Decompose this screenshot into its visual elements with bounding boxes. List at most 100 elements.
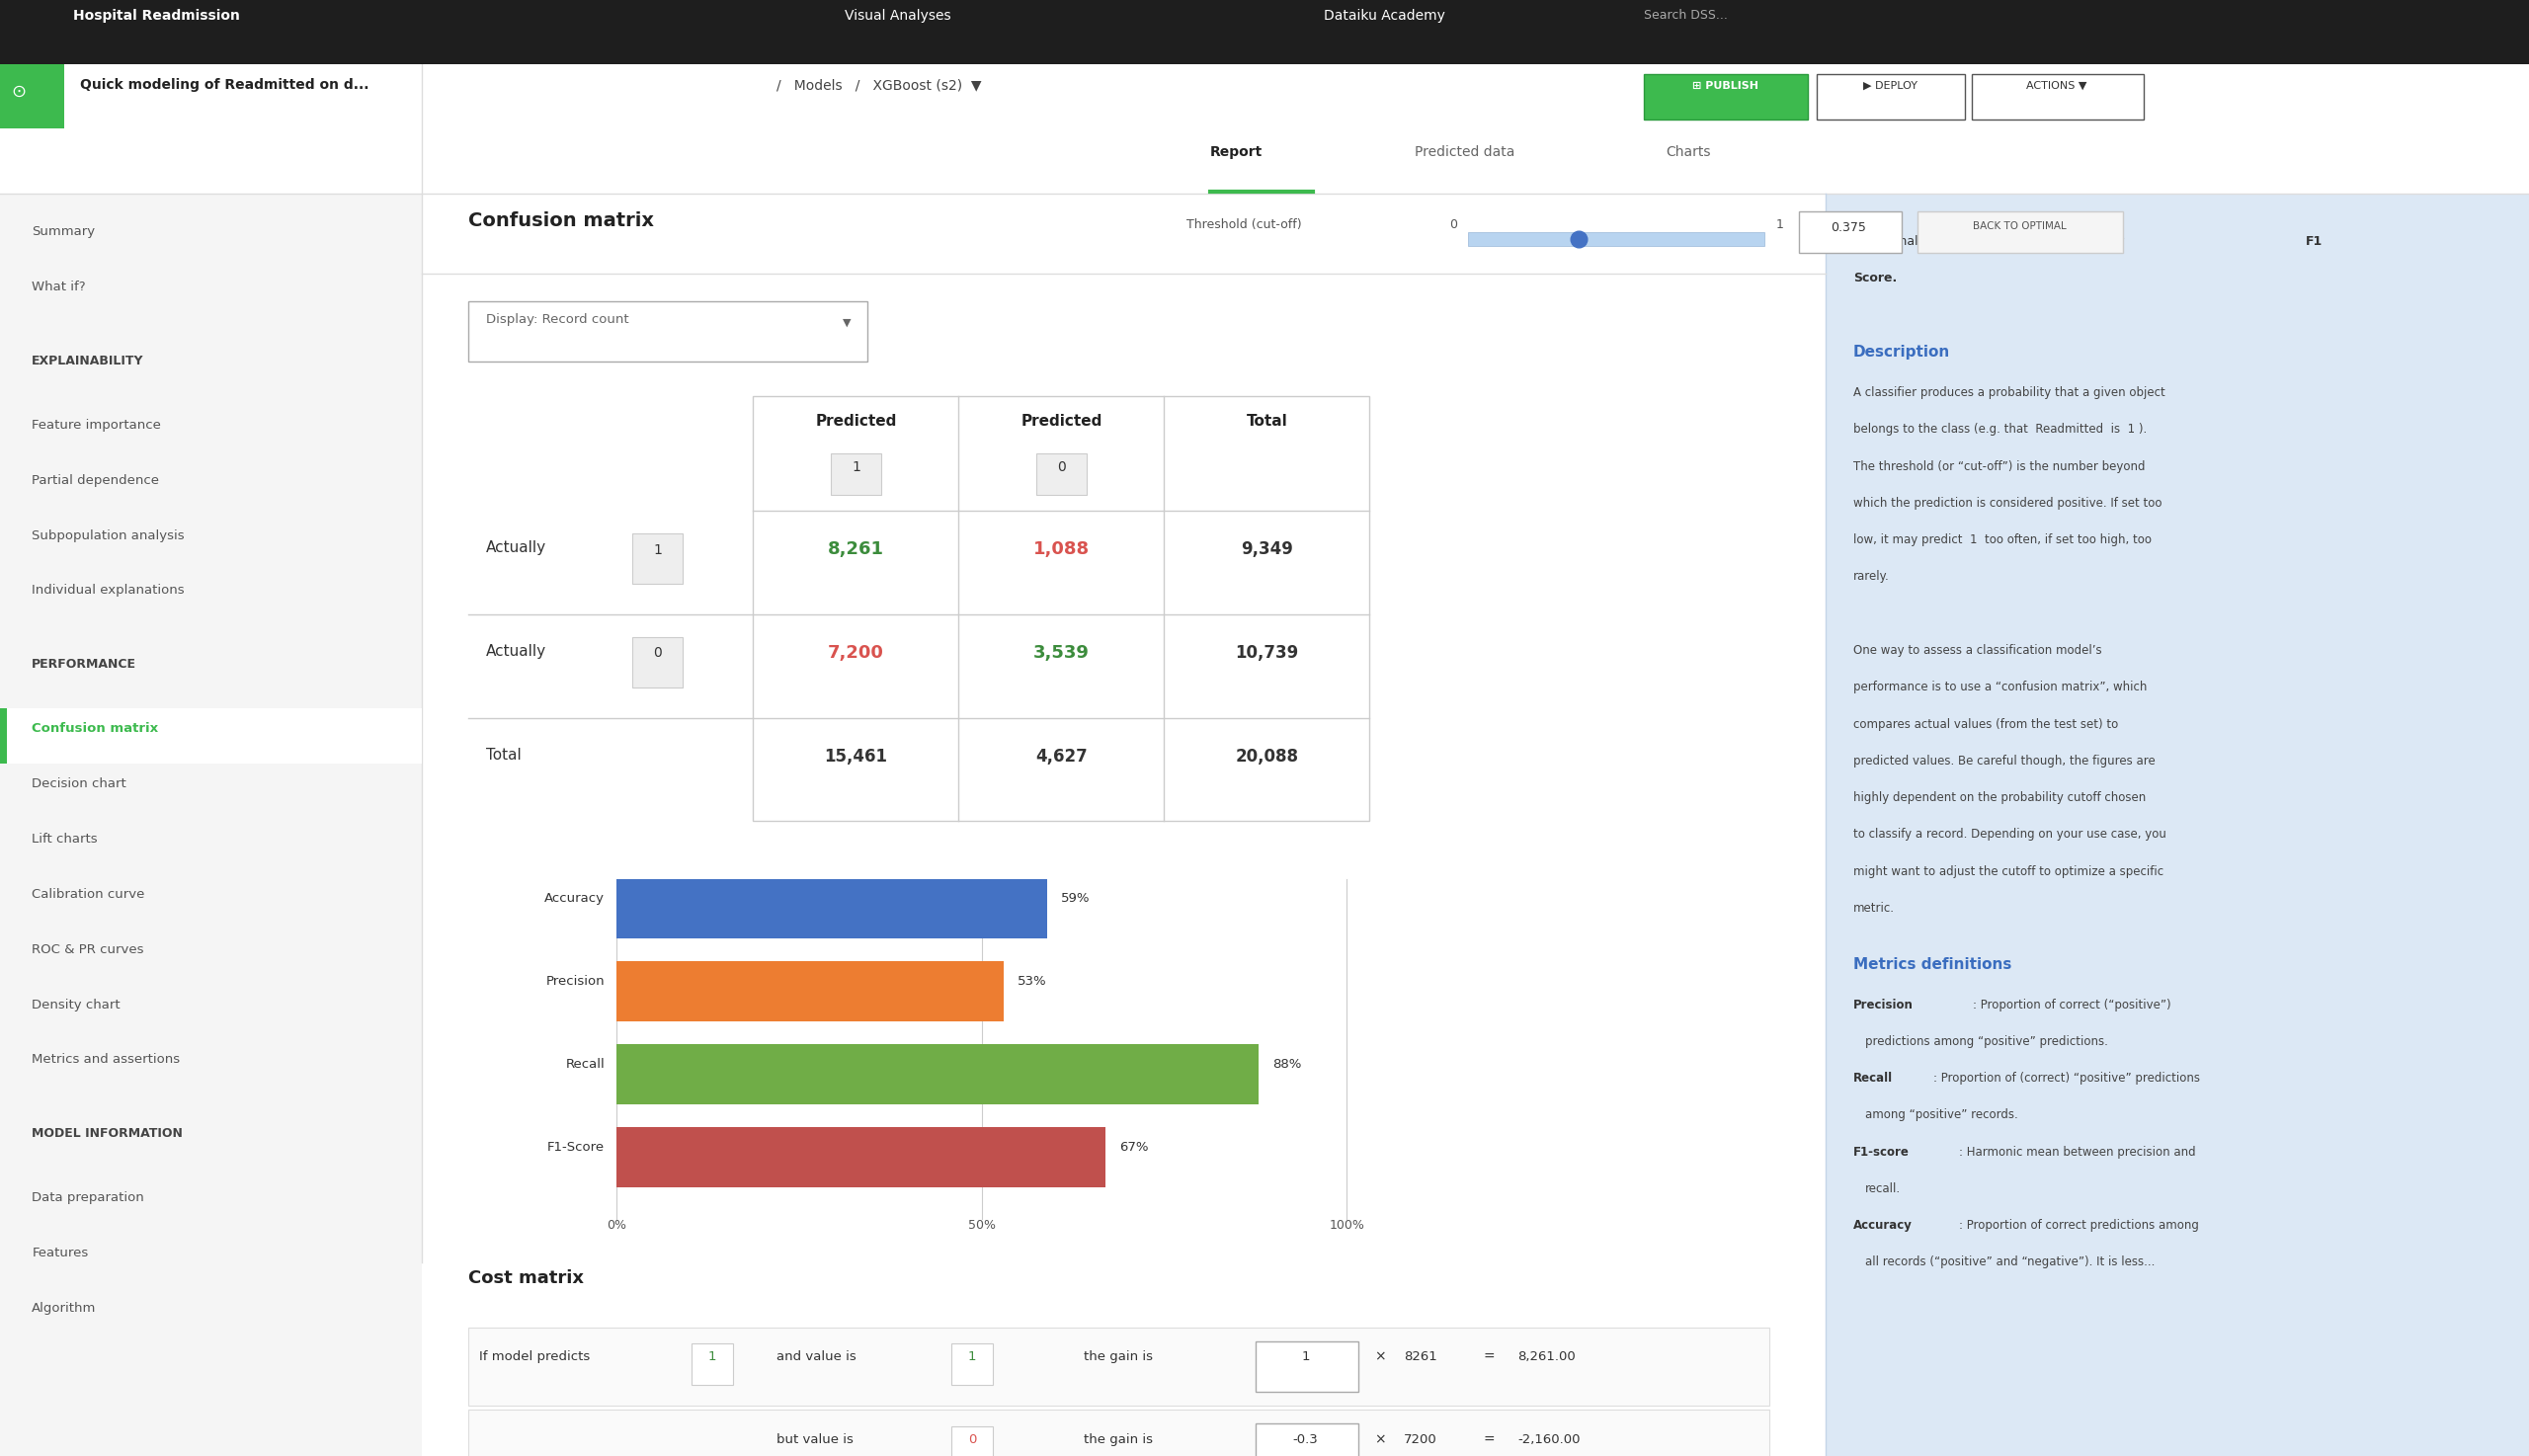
- Text: A classifier produces a probability that a given object: A classifier produces a probability that…: [1854, 386, 2165, 399]
- Text: Recall: Recall: [1854, 1072, 1894, 1085]
- Text: ×: ×: [1373, 1350, 1386, 1364]
- Text: among “positive” records.: among “positive” records.: [1864, 1108, 2018, 1121]
- Text: Confusion matrix: Confusion matrix: [468, 211, 652, 230]
- Text: Summary: Summary: [33, 226, 96, 239]
- Text: BACK TO OPTIMAL: BACK TO OPTIMAL: [1973, 221, 2066, 230]
- Bar: [617, 878, 1047, 939]
- Text: Search DSS...: Search DSS...: [1644, 9, 1727, 22]
- Text: F1-score: F1-score: [1854, 1146, 1909, 1159]
- Text: 1: 1: [1775, 218, 1783, 232]
- Text: 8,261.00: 8,261.00: [1517, 1350, 1576, 1363]
- Text: 3,539: 3,539: [1034, 644, 1090, 662]
- Bar: [1644, 74, 1808, 119]
- Text: 53%: 53%: [1017, 976, 1047, 989]
- Text: =: =: [1485, 1350, 1495, 1364]
- Bar: [754, 396, 1371, 821]
- Bar: [1467, 233, 1765, 246]
- Text: Report: Report: [1209, 146, 1262, 159]
- Bar: [468, 1328, 1768, 1405]
- Text: 1: 1: [652, 543, 663, 556]
- Text: Decision chart: Decision chart: [33, 778, 126, 791]
- Text: Predicted data: Predicted data: [1416, 146, 1515, 159]
- Text: which the prediction is considered positive. If set too: which the prediction is considered posit…: [1854, 496, 2162, 510]
- Bar: [617, 1044, 1259, 1104]
- Text: Features: Features: [33, 1246, 89, 1259]
- Text: to classify a record. Depending on your use case, you: to classify a record. Depending on your …: [1854, 828, 2167, 842]
- Text: Metrics and assertions: Metrics and assertions: [33, 1054, 180, 1066]
- Bar: [0, 0, 2529, 64]
- Text: Display: Record count: Display: Record count: [486, 313, 630, 326]
- Text: 0%: 0%: [607, 1219, 627, 1232]
- Text: Metrics definitions: Metrics definitions: [1854, 957, 2011, 971]
- Text: Feature importance: Feature importance: [33, 419, 162, 431]
- Text: The threshold (or “cut-off”) is the number beyond: The threshold (or “cut-off”) is the numb…: [1854, 460, 2145, 473]
- Text: ▼: ▼: [842, 317, 852, 328]
- Text: 0: 0: [652, 646, 663, 660]
- Bar: [951, 1425, 994, 1456]
- Bar: [0, 64, 2529, 128]
- Text: 1: 1: [1302, 1350, 1310, 1363]
- Text: Predicted: Predicted: [1022, 414, 1103, 430]
- Text: Recall: Recall: [566, 1059, 604, 1072]
- Text: low, it may predict  1  too often, if set too high, too: low, it may predict 1 too often, if set …: [1854, 534, 2152, 546]
- Text: Partial dependence: Partial dependence: [33, 473, 159, 486]
- Bar: [1816, 74, 1965, 119]
- Bar: [0, 64, 63, 128]
- Text: the gain is: the gain is: [1085, 1433, 1153, 1446]
- Bar: [468, 301, 867, 361]
- Bar: [422, 194, 1826, 274]
- Text: Algorithm: Algorithm: [33, 1302, 96, 1315]
- Bar: [1037, 453, 1087, 495]
- Text: Score.: Score.: [1854, 271, 1897, 284]
- Text: 1: 1: [969, 1350, 976, 1363]
- Bar: [1254, 1341, 1358, 1392]
- Bar: [617, 1127, 1105, 1187]
- Bar: [951, 1344, 994, 1385]
- Text: ROC & PR curves: ROC & PR curves: [33, 943, 144, 957]
- Text: ▶ DEPLOY: ▶ DEPLOY: [1864, 80, 1917, 90]
- Text: F1-Score: F1-Score: [546, 1142, 604, 1153]
- Bar: [632, 534, 683, 584]
- Text: ACTIONS ▼: ACTIONS ▼: [2026, 80, 2086, 90]
- Text: : Harmonic mean between precision and: : Harmonic mean between precision and: [1960, 1146, 2195, 1159]
- Text: * “Optimal” cut was found by optimizing for: * “Optimal” cut was found by optimizing …: [1854, 234, 2127, 248]
- Text: 7200: 7200: [1404, 1433, 1436, 1446]
- Text: Quick modeling of Readmitted on d...: Quick modeling of Readmitted on d...: [81, 79, 369, 92]
- Text: 7,200: 7,200: [827, 644, 885, 662]
- Text: Accuracy: Accuracy: [1854, 1219, 1912, 1232]
- Text: Precision: Precision: [546, 976, 604, 989]
- Text: 1: 1: [708, 1350, 716, 1363]
- Text: 4,627: 4,627: [1034, 747, 1087, 766]
- Text: all records (“positive” and “negative”). It is less...: all records (“positive” and “negative”).…: [1864, 1257, 2155, 1268]
- Text: belongs to the class (e.g. that  Readmitted  is  1 ).: belongs to the class (e.g. that Readmitt…: [1854, 424, 2147, 435]
- Text: Description: Description: [1854, 345, 1950, 360]
- Text: 15,461: 15,461: [824, 747, 888, 766]
- Text: recall.: recall.: [1864, 1182, 1899, 1195]
- Text: 8,261: 8,261: [827, 540, 885, 558]
- Text: predictions among “positive” predictions.: predictions among “positive” predictions…: [1864, 1035, 2107, 1048]
- Text: ⊞ PUBLISH: ⊞ PUBLISH: [1692, 80, 1758, 90]
- Bar: [690, 1344, 733, 1385]
- Text: Hospital Readmission: Hospital Readmission: [73, 9, 240, 23]
- Bar: [1917, 211, 2122, 253]
- Text: predicted values. Be careful though, the figures are: predicted values. Be careful though, the…: [1854, 754, 2155, 767]
- Bar: [422, 194, 1826, 1456]
- Text: rarely.: rarely.: [1854, 571, 1889, 584]
- Text: MODEL INFORMATION: MODEL INFORMATION: [33, 1127, 182, 1140]
- Bar: [0, 709, 422, 763]
- Text: 0.375: 0.375: [1831, 221, 1866, 233]
- Text: but value is: but value is: [776, 1433, 852, 1446]
- Bar: [1826, 194, 2529, 1456]
- Text: 0: 0: [969, 1433, 976, 1446]
- Bar: [832, 453, 880, 495]
- Bar: [1798, 211, 1902, 253]
- Text: 1: 1: [852, 460, 860, 473]
- Text: PERFORMANCE: PERFORMANCE: [33, 658, 137, 671]
- Text: 67%: 67%: [1120, 1142, 1148, 1153]
- Text: Total: Total: [486, 747, 521, 763]
- Bar: [0, 128, 2529, 194]
- Text: EXPLAINABILITY: EXPLAINABILITY: [33, 354, 144, 367]
- Text: the gain is: the gain is: [1085, 1350, 1153, 1363]
- Text: One way to assess a classification model’s: One way to assess a classification model…: [1854, 644, 2102, 657]
- Text: Calibration curve: Calibration curve: [33, 888, 144, 901]
